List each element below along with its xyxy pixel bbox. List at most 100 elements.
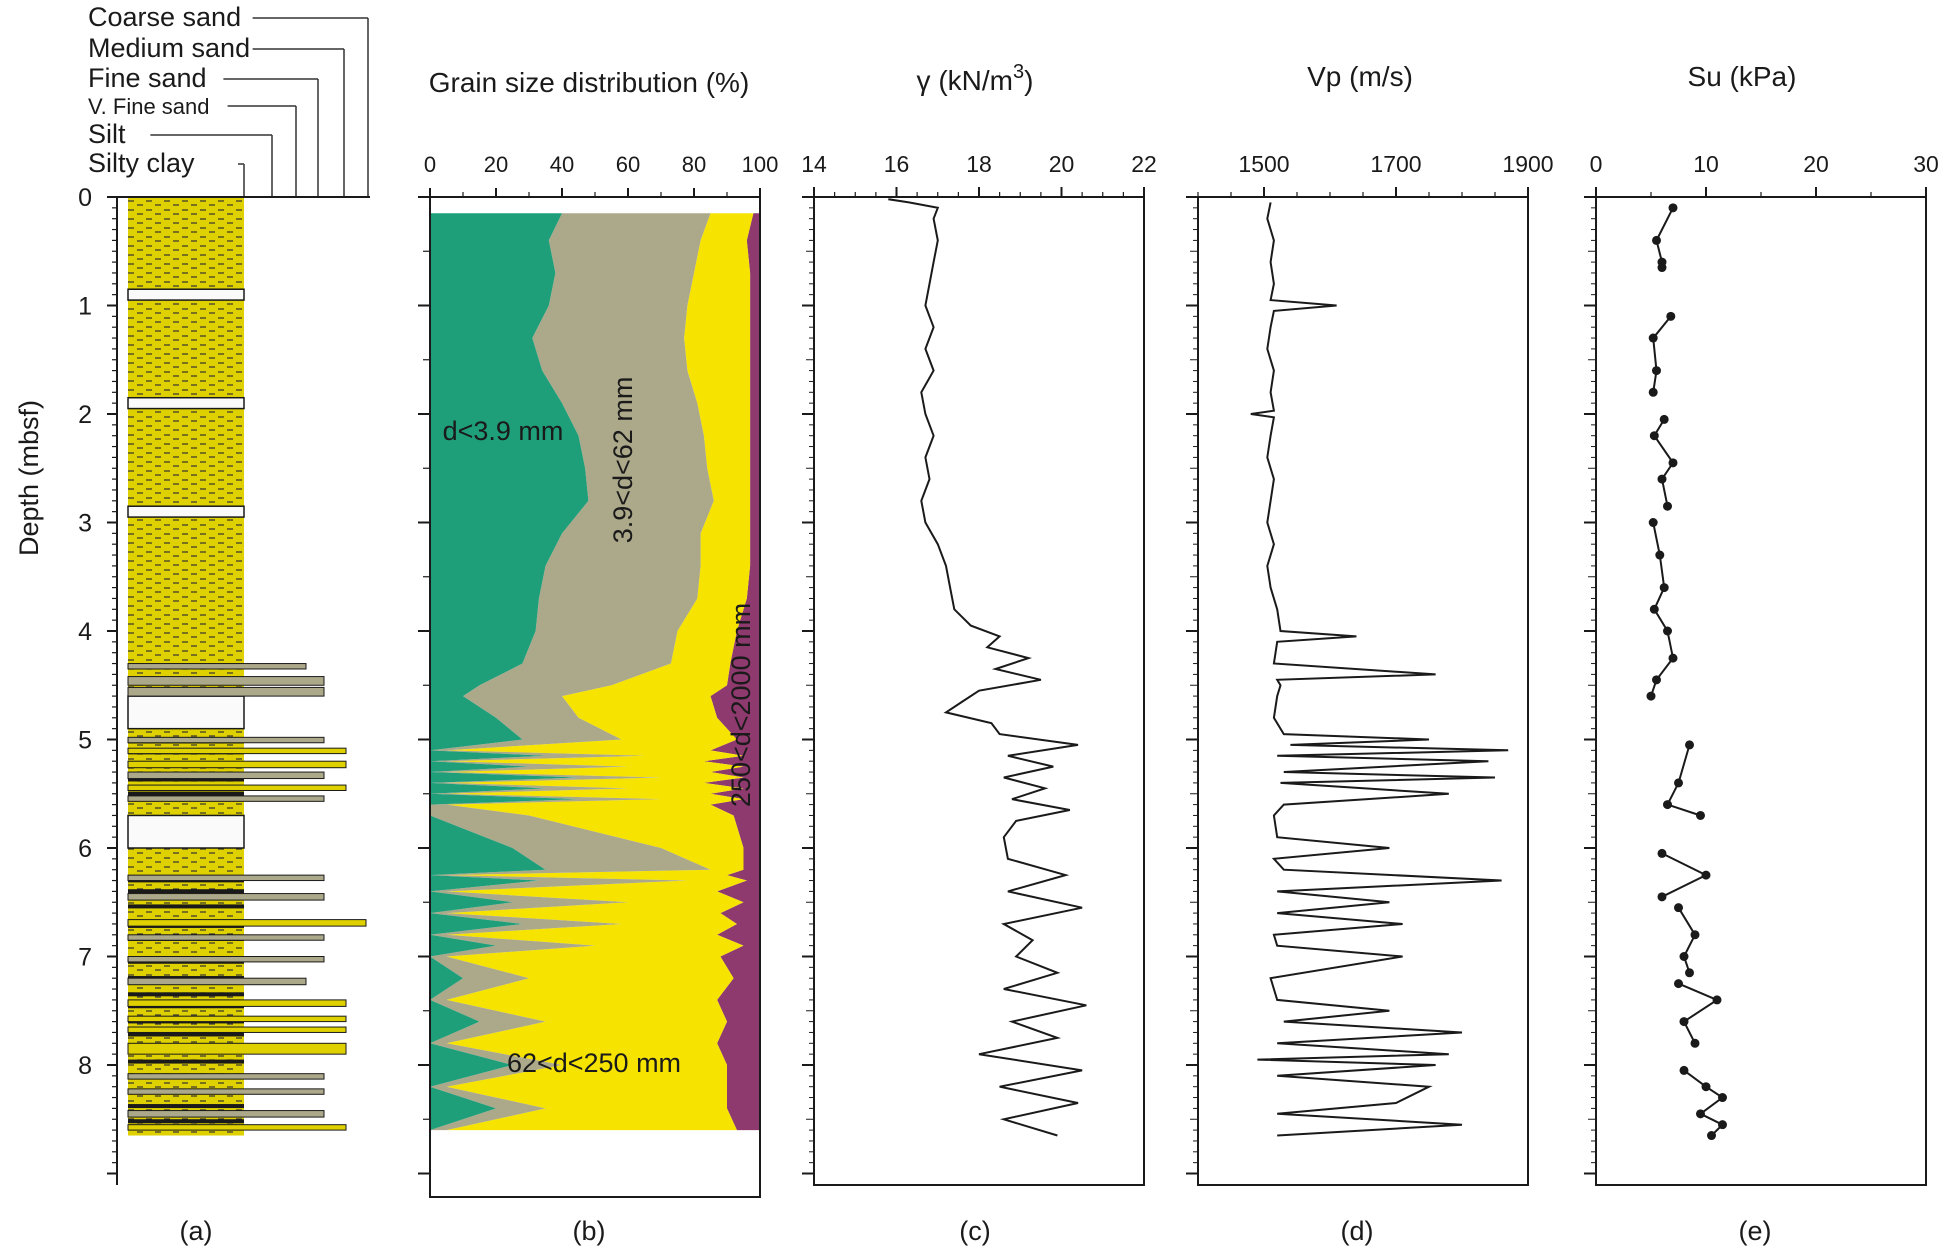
depth-tick-label: 6 [78,835,92,863]
lithology-layer [127,1015,347,1023]
shear-strength-point [1668,653,1678,663]
lithology-layer [127,795,325,802]
core-gap [127,814,245,849]
lithology-layer [127,956,325,963]
shear-strength-point [1652,235,1661,245]
shear-strength-point [1659,414,1669,424]
core-gap [127,288,245,301]
legend-label: V. Fine sand [88,94,210,119]
shear-strength-point [1649,604,1659,614]
unit-weight-line [888,198,1087,1137]
shear-strength-point [1674,903,1683,913]
dark-band [128,791,244,796]
shear-strength-point [1674,979,1683,989]
unit-weight-profile [888,198,1087,1137]
shear-strength-x-tick-label: 20 [1803,151,1829,177]
core-gap [127,396,245,410]
shear-strength-line [1661,852,1709,898]
shear-strength-point [1657,474,1667,484]
lithology-layer [127,747,347,755]
shear-strength-line [1652,315,1672,393]
unit-weight-title: γ (kN/m3) [917,61,1034,96]
panel-letter-d: (d) [1341,1216,1374,1246]
lithology-layer [127,893,325,901]
lithology-layer [127,736,325,744]
panel-letter-e: (e) [1739,1216,1772,1246]
shear-strength-point [1659,583,1669,593]
depth-tick-label: 8 [78,1052,92,1080]
shear-strength-profile [1646,203,1727,1141]
unit-weight-x-tick-label: 18 [966,151,992,177]
dark-band [128,1032,244,1037]
dark-band [128,777,244,782]
depth-axis-label: Depth (mbsf) [14,400,44,556]
lithology-layer [127,1042,347,1055]
legend-label: Fine sand [88,63,207,93]
p-wave-title: Vp (m/s) [1307,61,1413,92]
legend-label: Silt [88,119,126,149]
grain-size-areas [430,213,760,1131]
shear-strength-point [1663,626,1672,636]
shear-strength-line [1678,982,1720,1044]
depth-tick-label: 1 [78,293,92,321]
dark-band [128,1104,244,1109]
lithology-layer [127,686,325,697]
shear-strength-point [1685,740,1694,750]
shear-strength-line [1650,522,1675,697]
legend-label: Medium sand [88,33,250,63]
depth-tick-label: 5 [78,727,92,755]
grain-area-4 [703,213,760,1131]
shear-strength-line [1683,1069,1725,1137]
grain-area-2 [430,213,714,1131]
shear-strength-point [1668,458,1678,468]
shear-strength-x-tick-label: 30 [1913,151,1939,177]
lithology-layer [127,1110,325,1118]
shear-strength-point [1655,550,1665,560]
depth-tick-label: 7 [78,944,92,972]
shear-strength-point [1679,1065,1689,1075]
shear-strength-point [1712,995,1722,1005]
shear-strength-point [1701,1082,1711,1092]
shear-strength-point [1657,263,1667,273]
panel-b-grain-size: Grain size distribution (%) 0 20 40 60 80 100… [418,67,778,1246]
label-sand-class: 62<d<250 mm [507,1048,681,1078]
shear-strength-point [1666,311,1676,321]
grain-x-tick-label: 100 [742,152,779,177]
shear-strength-point [1648,387,1658,397]
shear-strength-point [1707,1131,1716,1141]
panel-c-unit-weight: γ (kN/m3) 14 16 18 20 22 (c) [801,61,1157,1246]
p-wave-frame [1197,196,1529,1186]
shear-strength-point [1690,1038,1700,1048]
depth-axis: 0 1 2 3 4 5 6 7 8 [78,184,370,1185]
unit-weight-title-end: ) [1024,65,1033,96]
unit-weight-x-tick-label: 16 [884,151,910,177]
p-wave-x-tick-label: 1500 [1238,151,1289,177]
shear-strength-point [1657,892,1667,902]
dark-band [128,992,244,997]
grain-size-axis: 0 20 40 60 80 100 [418,152,779,1175]
shear-strength-x-tick-label: 10 [1693,151,1719,177]
shear-strength-point [1718,1093,1727,1103]
shear-strength-point [1646,691,1656,701]
panel-d-p-wave: Vp (m/s) 1500 1700 1900 (d) [1186,61,1554,1246]
shear-strength-point [1679,952,1689,961]
unit-weight-title-sup: 3 [1013,61,1024,83]
depth-tick-label: 0 [78,184,92,212]
grain-x-tick-label: 60 [616,152,640,177]
shear-strength-point [1679,1017,1689,1027]
shear-strength-point [1690,930,1700,940]
lithology-layer [127,919,367,927]
dark-band [128,1119,244,1124]
lithology-layer [127,1026,347,1033]
shear-strength-point [1649,431,1659,441]
shear-strength-frame [1595,196,1927,1186]
lithology-layer [127,1073,325,1080]
shear-strength-point [1663,501,1672,511]
lithology-layer [127,760,347,769]
depth-tick-label: 2 [78,401,92,429]
lithology-layer [127,663,307,670]
p-wave-x-tick-label: 1900 [1502,151,1553,177]
p-wave-x-tick-label: 1700 [1370,151,1421,177]
lithology-layer [127,1088,325,1095]
